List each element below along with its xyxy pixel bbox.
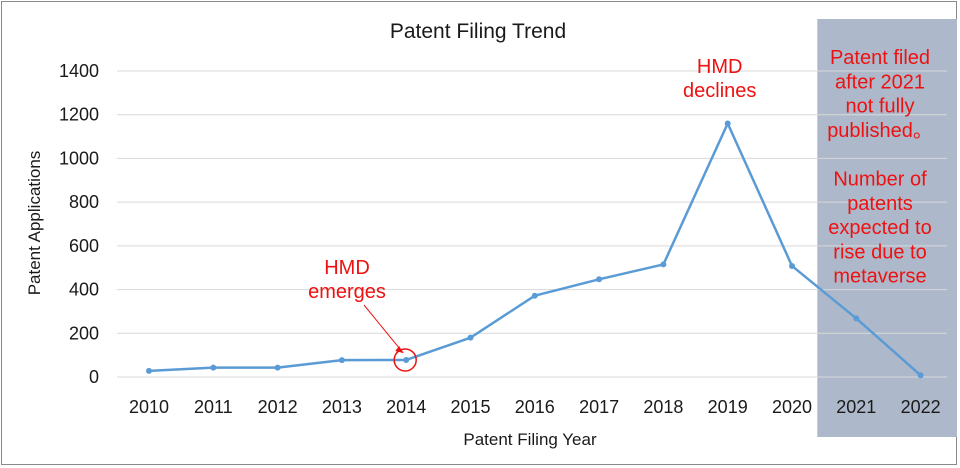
x-tick-label: 2012	[258, 397, 298, 417]
x-tick-label: 2018	[643, 397, 683, 417]
annotation-line: not fully	[846, 96, 915, 118]
x-tick-label: 2015	[450, 397, 490, 417]
annotation-line: emerges	[308, 281, 386, 303]
data-point	[917, 372, 924, 379]
annotation-line: after 2021	[835, 71, 925, 93]
y-tick-label: 600	[69, 236, 99, 256]
data-point	[660, 261, 667, 268]
arrow-head	[395, 345, 404, 353]
annotation-line: patents	[847, 193, 913, 215]
annotation-line: HMD	[697, 56, 743, 78]
y-axis-label: Patent Applications	[25, 151, 44, 296]
data-point	[596, 276, 603, 283]
y-tick-label: 200	[69, 323, 99, 343]
data-point	[403, 356, 410, 363]
annotation-arrow	[363, 304, 404, 354]
data-point	[853, 315, 860, 322]
shaded-forecast-region	[817, 19, 957, 437]
data-point	[531, 292, 538, 299]
x-tick-label: 2010	[129, 397, 169, 417]
x-axis-label: Patent Filing Year	[463, 430, 597, 449]
series-line	[148, 122, 922, 377]
x-tick-label: 2014	[386, 397, 426, 417]
annotation-line: metaverse	[833, 266, 926, 288]
x-tick-label: 2011	[194, 397, 233, 417]
annotation-line: rise due to	[833, 241, 926, 263]
data-point	[467, 334, 474, 341]
x-tick-label: 2021	[836, 397, 876, 417]
highlight-circle	[393, 348, 417, 372]
annotation-line: expected to	[828, 217, 931, 239]
annotation-line: published。	[827, 120, 933, 142]
data-point	[274, 364, 281, 371]
y-tick-label: 400	[69, 280, 99, 300]
x-tick-label: 2017	[579, 397, 619, 417]
data-point	[146, 367, 152, 374]
annotation-line: Number of	[833, 169, 927, 191]
data-point	[724, 120, 731, 127]
y-tick-label: 1400	[59, 61, 99, 81]
annotation-line: HMD	[324, 257, 370, 279]
annotation-line: Patent filed	[830, 47, 930, 69]
x-tick-label: 2016	[515, 397, 555, 417]
y-tick-label: 1000	[59, 148, 99, 168]
x-tick-label: 2022	[901, 397, 941, 417]
x-tick-label: 2013	[322, 397, 362, 417]
data-point	[338, 357, 345, 364]
data-point	[210, 364, 217, 371]
x-tick-label: 2020	[772, 397, 812, 417]
y-tick-label: 0	[89, 367, 99, 387]
y-tick-label: 1200	[59, 105, 99, 125]
chart-title: Patent Filing Trend	[390, 20, 566, 43]
data-point	[789, 262, 795, 269]
y-tick-label: 800	[69, 192, 99, 212]
annotation-line: declines	[683, 80, 756, 102]
x-tick-label: 2019	[708, 397, 748, 417]
